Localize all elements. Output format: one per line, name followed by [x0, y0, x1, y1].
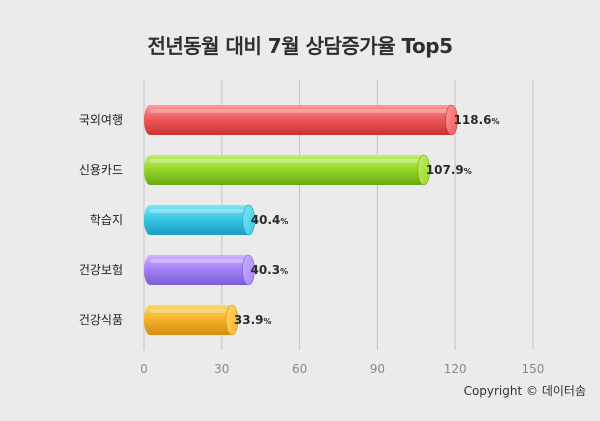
category-label: 신용카드: [79, 163, 123, 177]
value-label: 33.9%: [234, 313, 272, 327]
category-label: 학습지: [90, 213, 123, 227]
category-label: 국외여행: [79, 112, 123, 127]
bar-cap: [225, 304, 239, 336]
x-tick-label: 150: [521, 362, 544, 376]
value-suffix: %: [280, 267, 288, 276]
bar-body: [144, 155, 424, 185]
bar-highlight: [150, 159, 420, 163]
bar-body: [144, 205, 249, 235]
value-suffix: %: [491, 117, 499, 126]
bar: [144, 304, 239, 336]
value-label: 118.6%: [454, 113, 500, 127]
bar-body: [144, 255, 249, 285]
value-label: 40.3%: [250, 263, 288, 277]
bar-cap: [242, 204, 256, 236]
bar-cap: [417, 154, 431, 186]
bar-body: [144, 305, 232, 335]
bar-highlight: [150, 209, 245, 213]
bar-highlight: [150, 309, 228, 313]
bar-body: [144, 105, 452, 135]
chart-title: 전년동월 대비 7월 상담증가율 Top5: [147, 34, 453, 58]
value-label: 40.4%: [251, 213, 289, 227]
x-tick-label: 60: [292, 362, 307, 376]
bar-cap: [242, 254, 255, 286]
bar-highlight: [150, 109, 448, 113]
bar: [144, 254, 255, 286]
bar-highlight: [150, 259, 245, 263]
x-tick-label: 90: [370, 362, 385, 376]
x-tick-label: 0: [140, 362, 148, 376]
bar: [144, 104, 458, 136]
value-suffix: %: [464, 167, 472, 176]
x-tick-label: 30: [214, 362, 229, 376]
bar: [144, 154, 431, 186]
category-label: 건강식품: [79, 313, 123, 327]
bar: [144, 204, 256, 236]
x-tick-label: 120: [444, 362, 467, 376]
copyright-text: Copyright © 데이터솜: [463, 384, 586, 398]
value-label: 107.9%: [426, 163, 472, 177]
bar-cap: [445, 104, 458, 136]
value-suffix: %: [280, 217, 288, 226]
category-label: 건강보험: [79, 263, 123, 277]
value-suffix: %: [264, 317, 272, 326]
